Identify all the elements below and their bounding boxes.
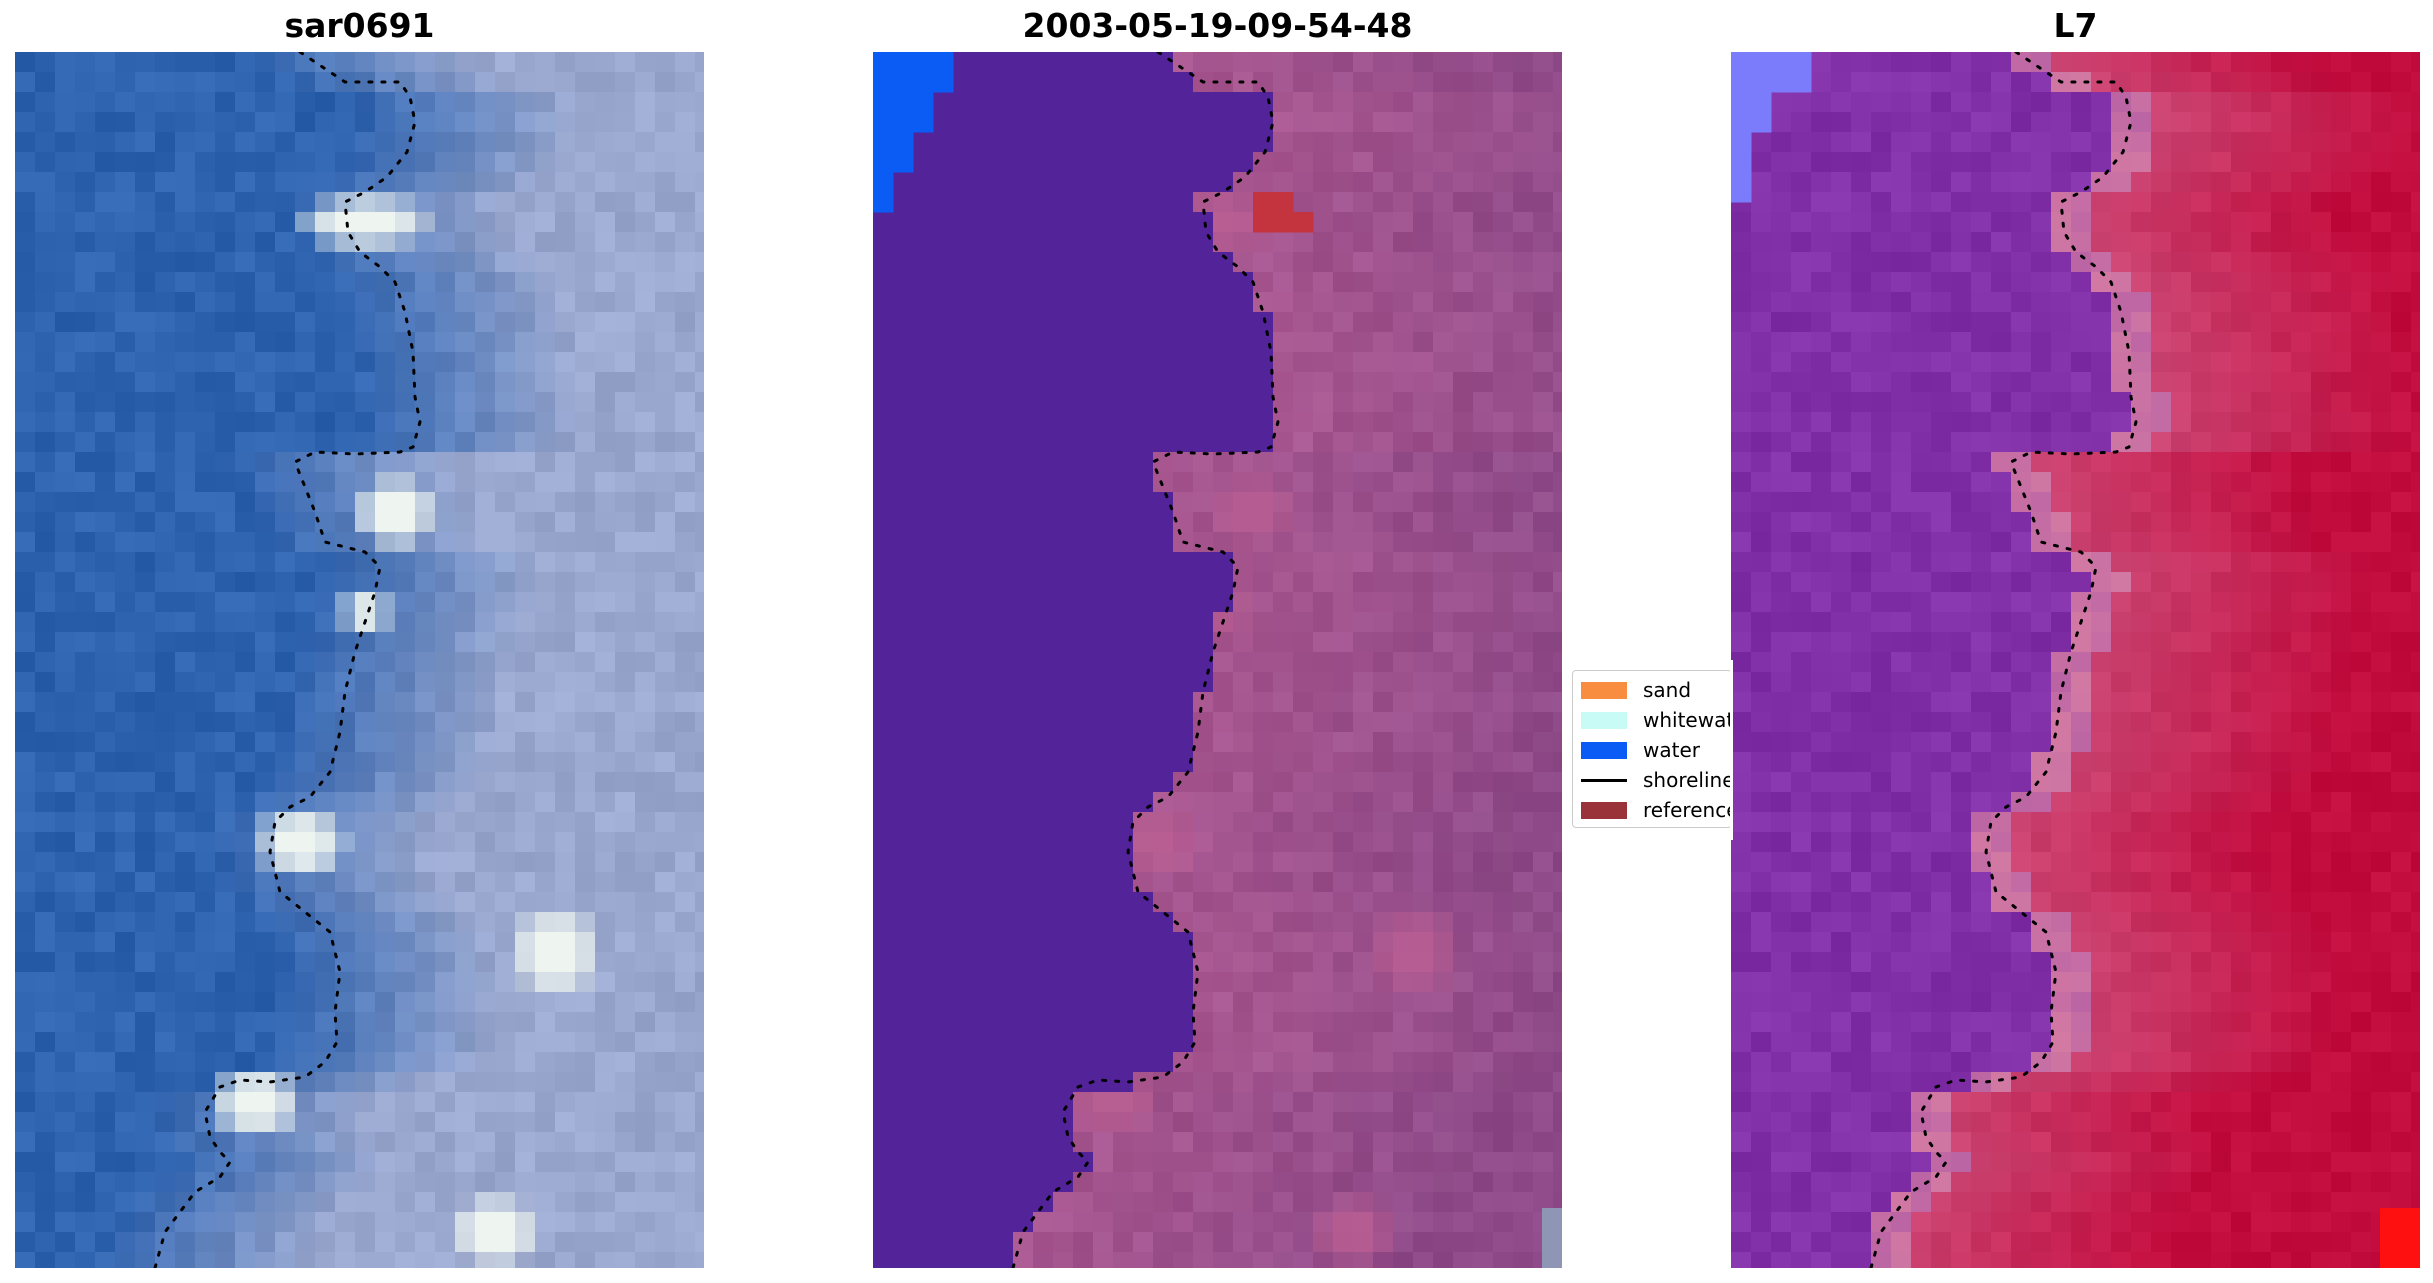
legend-label-whitewater: whitewater: [1643, 708, 1731, 732]
legend-label-reference: reference: [1643, 798, 1732, 822]
water-class-region: [873, 52, 954, 213]
legend-swatch-reference: [1581, 801, 1627, 819]
legend-item-sand: sand: [1581, 677, 1691, 703]
corner-patch: [2380, 1208, 2420, 1268]
legend-clip: [1730, 660, 1733, 840]
legend-line-shoreline: [1581, 778, 1627, 782]
legend-swatch-sand: [1581, 681, 1627, 699]
legend-item-shoreline: shoreline: [1581, 767, 1732, 793]
rgb-image-panel: [15, 52, 704, 1268]
pixel-grid: [15, 52, 704, 1268]
index-image-panel: [1731, 52, 2420, 1268]
legend-item-water: water: [1581, 737, 1700, 763]
legend-item-whitewater: whitewater: [1581, 707, 1731, 733]
legend-item-reference: reference: [1581, 797, 1732, 823]
corner-patch: [1542, 1208, 1562, 1268]
pixel-grid: [873, 52, 1562, 1268]
legend-swatch-water: [1581, 741, 1627, 759]
panel-title-3: L7: [2053, 6, 2098, 45]
legend: sand whitewater water shoreline referenc…: [1572, 670, 1732, 828]
index-corner-region: [1731, 52, 1812, 203]
shoreline-dots: [153, 52, 422, 1268]
legend-label-water: water: [1643, 738, 1700, 762]
reference-class-region: [1253, 192, 1314, 233]
legend-swatch-whitewater: [1581, 711, 1627, 729]
shoreline-dots: [1011, 52, 1280, 1268]
legend-label-sand: sand: [1643, 678, 1692, 702]
panel-title-2: 2003-05-19-09-54-48: [1022, 6, 1413, 45]
legend-label-shoreline: shoreline: [1643, 768, 1732, 792]
shoreline-dots: [1869, 52, 2138, 1268]
panel-title-1: sar0691: [284, 6, 435, 45]
pixel-grid: [1731, 52, 2420, 1268]
classified-image-panel: [873, 52, 1562, 1268]
